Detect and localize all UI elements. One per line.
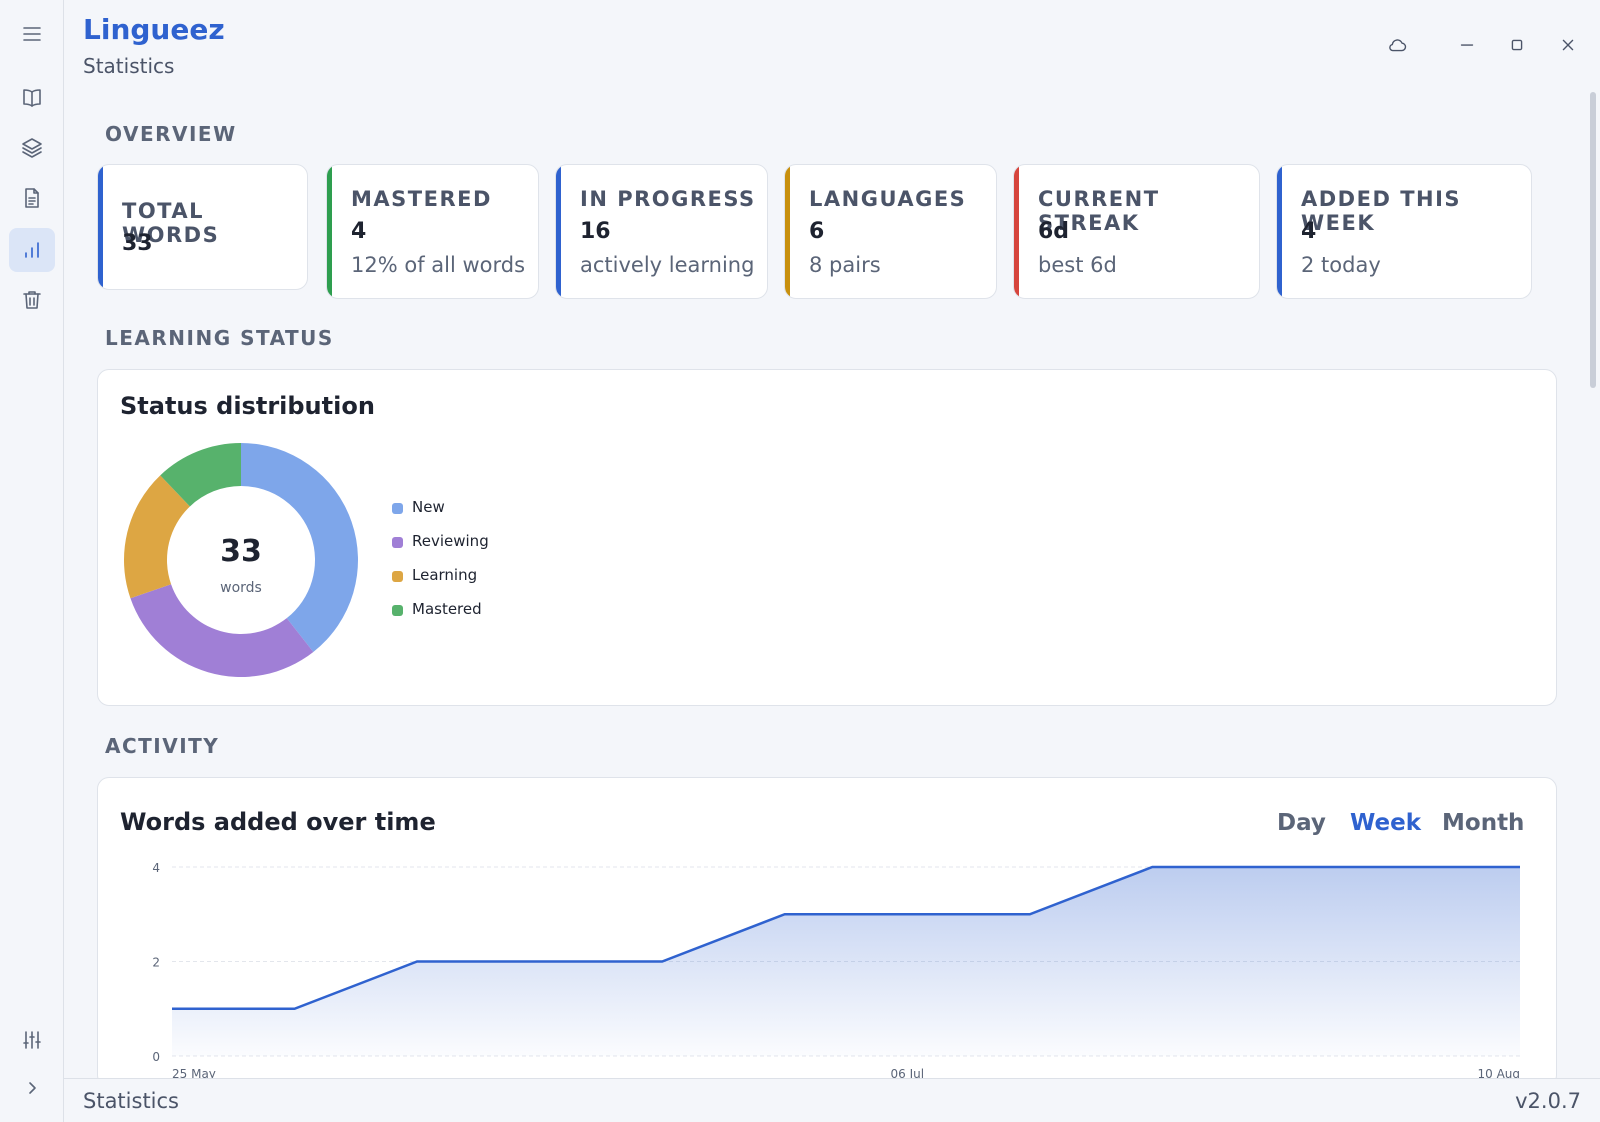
stat-value: 6d	[1038, 219, 1070, 244]
rail-item-decks[interactable]	[9, 126, 55, 170]
stat-value: 4	[1301, 219, 1317, 244]
donut-slice-learning	[124, 475, 190, 599]
stat-accent	[327, 165, 332, 298]
status-bar-page: Statistics	[83, 1089, 179, 1113]
close-icon	[1562, 39, 1574, 51]
stat-accent	[556, 165, 561, 298]
stat-card-mastered: MASTERED 4 12% of all words	[326, 164, 539, 299]
stat-sub: 2 today	[1301, 253, 1381, 277]
range-tab-week[interactable]: Week	[1350, 810, 1422, 836]
panel-title: Words added over time	[120, 808, 436, 836]
donut-slice-mastered	[160, 443, 241, 507]
stat-label: CURRENT STREAK	[1038, 187, 1160, 235]
stat-accent	[1014, 165, 1019, 298]
menu-button[interactable]	[9, 12, 55, 56]
x-tick-label: 10 Aug	[1477, 1067, 1520, 1081]
stat-card-total-words: TOTAL WORDS 33	[97, 164, 308, 290]
section-heading-overview: OVERVIEW	[105, 122, 237, 146]
stat-accent	[98, 165, 103, 289]
stat-sub: best 6d	[1038, 253, 1117, 277]
stat-card-languages: LANGUAGES 6 8 pairs	[784, 164, 997, 299]
legend-item-learning: Learning6 · 18%	[392, 566, 1556, 588]
status-distribution-panel: Status distribution 33 words New13 · 39%…	[97, 369, 1557, 706]
cloud-icon	[1389, 39, 1407, 52]
stat-accent	[1277, 165, 1282, 298]
section-heading-activity: ACTIVITY	[105, 734, 220, 758]
stat-accent	[785, 165, 790, 298]
legend-label: Mastered	[412, 600, 482, 618]
minimize-icon	[1460, 44, 1474, 46]
layers-icon	[22, 138, 42, 158]
stat-value: 16	[580, 219, 611, 244]
scrollbar-thumb[interactable]	[1590, 92, 1596, 388]
donut-slice-reviewing	[130, 584, 314, 677]
donut-slice-new	[241, 443, 359, 652]
y-tick-label: 4	[152, 861, 160, 875]
donut-total-value: 33	[220, 534, 262, 569]
legend-item-mastered: Mastered4 · 12%	[392, 600, 1556, 622]
words-added-panel: Words added over time Day Week Month 0 2 4…	[97, 777, 1557, 1087]
series-line	[172, 865, 1520, 1010]
menu-icon	[23, 27, 41, 41]
rail-item-settings[interactable]	[9, 1018, 55, 1062]
stat-label: LANGUAGES	[809, 187, 967, 211]
stat-card-in-progress: IN PROGRESS 16 actively learning	[555, 164, 768, 299]
x-tick-label: 06 Jul	[890, 1067, 924, 1081]
close-button[interactable]	[1553, 30, 1583, 60]
panel-title: Status distribution	[120, 392, 375, 420]
section-heading-learning-status: LEARNING STATUS	[105, 326, 334, 350]
legend-item-new: New13 · 39%	[392, 498, 1556, 520]
stat-card-current-streak: CURRENT STREAK 6d best 6d	[1013, 164, 1260, 299]
trash-icon	[23, 291, 41, 309]
y-tick-label: 0	[152, 1050, 160, 1064]
range-tab-day[interactable]: Day	[1277, 810, 1326, 836]
stat-sub: actively learning	[580, 253, 755, 277]
stat-label: MASTERED	[351, 187, 492, 211]
status-bar: Statistics v2.0.7	[64, 1078, 1600, 1122]
status-bar-version: v2.0.7	[1515, 1089, 1581, 1113]
expand-rail-button[interactable]	[9, 1066, 55, 1110]
minimize-button[interactable]	[1452, 30, 1482, 60]
legend-swatch	[392, 571, 403, 582]
stat-label: ADDED THIS WEEK	[1301, 187, 1462, 235]
legend-swatch	[392, 503, 403, 514]
stat-sub: 8 pairs	[809, 253, 881, 277]
book-icon	[23, 89, 41, 107]
stat-value: 6	[809, 219, 825, 244]
range-tab-month[interactable]: Month	[1442, 810, 1525, 836]
status-donut-chart	[124, 443, 359, 677]
stat-card-added-this-week: ADDED THIS WEEK 4 2 today	[1276, 164, 1532, 299]
stat-value: 33	[122, 231, 153, 256]
document-icon	[25, 188, 39, 208]
x-tick-label: 25 May	[172, 1067, 216, 1081]
legend-label: New	[412, 498, 445, 516]
legend-item-reviewing: Reviewing10 · 30%	[392, 532, 1556, 554]
bar-chart-icon	[25, 242, 39, 258]
maximize-icon	[1511, 39, 1523, 51]
legend-label: Learning	[412, 566, 478, 584]
area-fill	[172, 867, 1520, 1056]
sliders-icon	[23, 1031, 41, 1049]
words-added-area-chart: 0 2 4 25 May 06 Jul 10 Aug	[152, 861, 1520, 1081]
rail-item-dictionary[interactable]	[9, 76, 55, 120]
legend-swatch	[392, 537, 403, 548]
stat-label: IN PROGRESS	[580, 187, 756, 211]
rail-item-statistics[interactable]	[9, 228, 55, 272]
navigation-rail	[0, 0, 64, 1122]
stat-label: TOTAL WORDS	[122, 199, 220, 247]
stat-value: 4	[351, 219, 367, 244]
donut-total-label: words	[220, 580, 262, 596]
maximize-button[interactable]	[1502, 30, 1532, 60]
rail-item-documents[interactable]	[9, 176, 55, 220]
rail-item-trash[interactable]	[9, 278, 55, 322]
stat-sub: 12% of all words	[351, 253, 526, 277]
legend-label: Reviewing	[412, 532, 489, 550]
chevron-right-icon	[29, 1082, 36, 1094]
legend-swatch	[392, 605, 403, 616]
sync-button[interactable]	[1382, 30, 1412, 60]
app-title: Lingueez	[83, 13, 225, 46]
y-tick-label: 2	[152, 956, 160, 970]
page-subtitle: Statistics	[83, 54, 175, 78]
